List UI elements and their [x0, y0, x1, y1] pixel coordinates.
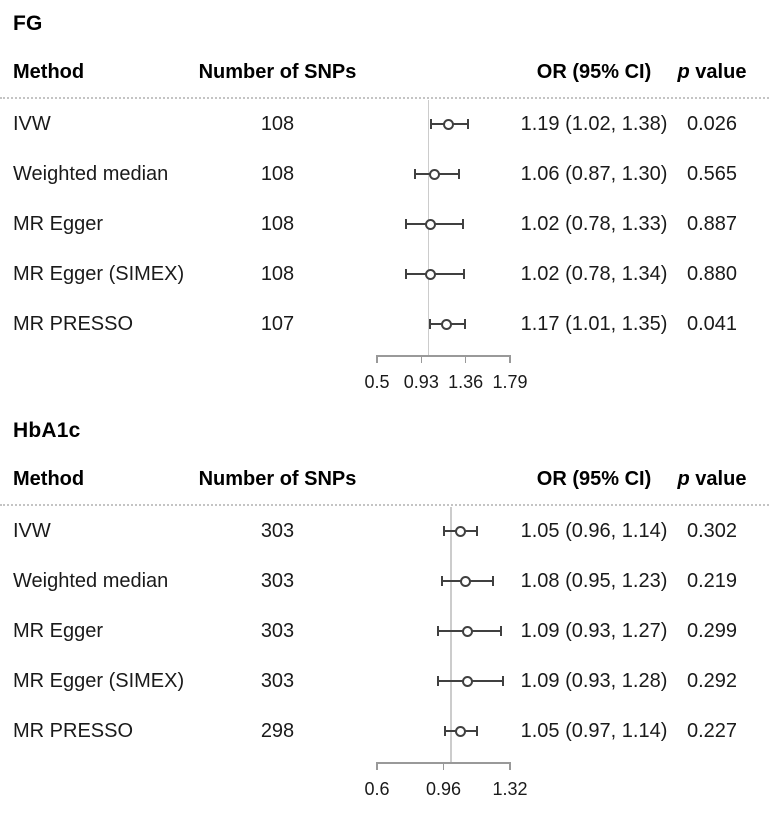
panel-title-fg: FG — [13, 12, 43, 35]
method-label: Weighted median — [13, 569, 169, 592]
p-italic-glyph: p — [677, 468, 690, 490]
col-header-or-ci: OR (95% CI) — [536, 468, 652, 490]
p-italic-glyph: p — [677, 61, 690, 83]
table-row: IVW 108 1.19 (1.02, 1.38) 0.026 — [0, 99, 769, 149]
p-value: 0.887 — [686, 212, 738, 235]
method-label: MR PRESSO — [13, 312, 134, 335]
p-value: 0.227 — [686, 719, 738, 742]
col-header-snps: Number of SNPs — [198, 468, 357, 490]
panel-fg: FG Method Number of SNPs OR (95% CI) p v… — [0, 0, 769, 407]
column-header-row: Method Number of SNPs OR (95% CI) p valu… — [0, 48, 769, 99]
table-row: MR Egger (SIMEX) 303 1.09 (0.93, 1.28) 0… — [0, 656, 769, 706]
p-value: 0.026 — [686, 112, 738, 135]
snps-value: 303 — [260, 519, 295, 542]
method-label: MR PRESSO — [13, 719, 134, 742]
panel-hba1c: HbA1c Method Number of SNPs OR (95% CI) … — [0, 407, 769, 818]
x-axis-line — [376, 762, 511, 764]
x-axis-tick-label: 1.79 — [492, 372, 528, 392]
table-row: IVW 303 1.05 (0.96, 1.14) 0.302 — [0, 506, 769, 556]
or-ci-value: 1.02 (0.78, 1.33) — [520, 212, 668, 235]
method-label: IVW — [13, 112, 51, 135]
p-value-word: value — [689, 61, 747, 83]
col-header-p-value: p value — [668, 61, 756, 84]
x-axis-tick-label: 1.32 — [492, 779, 528, 799]
col-header-p-value: p value — [668, 468, 756, 491]
method-label: MR Egger — [13, 212, 104, 235]
snps-value: 107 — [260, 312, 295, 335]
snps-value: 303 — [260, 669, 295, 692]
col-header-or-ci: OR (95% CI) — [536, 61, 652, 83]
or-ci-value: 1.17 (1.01, 1.35) — [520, 312, 668, 335]
p-value: 0.299 — [686, 619, 738, 642]
x-axis-tick-label: 0.96 — [425, 779, 462, 799]
snps-value: 298 — [260, 719, 295, 742]
or-ci-value: 1.09 (0.93, 1.28) — [520, 669, 668, 692]
x-axis-tick — [442, 762, 445, 770]
x-axis-tick — [376, 762, 378, 770]
x-axis-tick-label: 1.36 — [448, 372, 484, 392]
p-value-word: value — [689, 468, 747, 490]
method-label: MR Egger (SIMEX) — [13, 262, 185, 285]
method-label: MR Egger — [13, 619, 104, 642]
p-value: 0.292 — [686, 669, 738, 692]
table-row: MR Egger (SIMEX) 108 1.02 (0.78, 1.34) 0… — [0, 249, 769, 299]
or-ci-value: 1.19 (1.02, 1.38) — [520, 112, 668, 135]
or-ci-value: 1.06 (0.87, 1.30) — [520, 162, 668, 185]
x-axis-tick-label: 0.93 — [403, 372, 439, 392]
table-row: MR Egger 108 1.02 (0.78, 1.33) 0.887 — [0, 199, 769, 249]
panel-title-hba1c: HbA1c — [13, 419, 81, 442]
col-header-method: Method — [13, 61, 85, 83]
p-value: 0.880 — [686, 262, 738, 285]
snps-value: 108 — [260, 162, 295, 185]
x-axis-line — [376, 355, 511, 357]
p-value: 0.302 — [686, 519, 738, 542]
table-row: MR Egger 303 1.09 (0.93, 1.27) 0.299 — [0, 606, 769, 656]
snps-value: 303 — [260, 569, 295, 592]
or-ci-value: 1.08 (0.95, 1.23) — [520, 569, 668, 592]
or-ci-value: 1.02 (0.78, 1.34) — [520, 262, 668, 285]
column-header-row: Method Number of SNPs OR (95% CI) p valu… — [0, 455, 769, 506]
table-row: Weighted median 108 1.06 (0.87, 1.30) 0.… — [0, 149, 769, 199]
x-axis-tick-label: 0.5 — [364, 372, 390, 392]
x-axis-tick — [376, 355, 378, 363]
x-axis-tick — [509, 355, 511, 363]
p-value: 0.565 — [686, 162, 738, 185]
snps-value: 108 — [260, 112, 295, 135]
x-axis-tick — [464, 355, 467, 363]
table-row: Weighted median 303 1.08 (0.95, 1.23) 0.… — [0, 556, 769, 606]
table-row: MR PRESSO 298 1.05 (0.97, 1.14) 0.227 — [0, 706, 769, 756]
col-header-snps: Number of SNPs — [198, 61, 357, 83]
p-value: 0.219 — [686, 569, 738, 592]
method-label: IVW — [13, 519, 51, 542]
method-label: MR Egger (SIMEX) — [13, 669, 185, 692]
method-label: Weighted median — [13, 162, 169, 185]
or-ci-value: 1.05 (0.97, 1.14) — [520, 719, 668, 742]
x-axis-tick-label: 0.6 — [364, 779, 390, 799]
snps-value: 108 — [260, 262, 295, 285]
or-ci-value: 1.09 (0.93, 1.27) — [520, 619, 668, 642]
table-row: MR PRESSO 107 1.17 (1.01, 1.35) 0.041 — [0, 299, 769, 349]
col-header-method: Method — [13, 468, 85, 490]
or-ci-value: 1.05 (0.96, 1.14) — [520, 519, 668, 542]
x-axis-tick — [509, 762, 511, 770]
x-axis-tick — [420, 355, 423, 363]
p-value: 0.041 — [686, 312, 738, 335]
snps-value: 303 — [260, 619, 295, 642]
snps-value: 108 — [260, 212, 295, 235]
